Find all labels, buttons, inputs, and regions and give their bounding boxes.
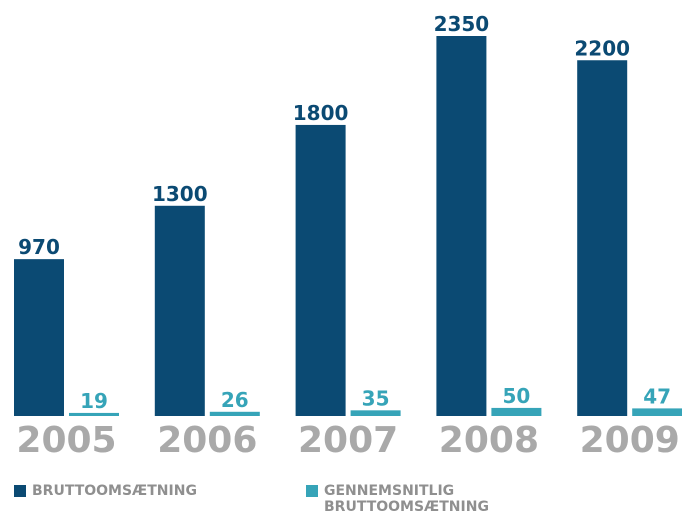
legend-item: GENNEMSNITLIG BRUTTOOMSÆTNING bbox=[306, 483, 506, 515]
bar bbox=[14, 259, 64, 416]
x-tick-label: 2009 bbox=[580, 420, 680, 461]
bar bbox=[295, 124, 346, 417]
bar bbox=[436, 36, 487, 416]
legend-swatch bbox=[14, 485, 26, 497]
bar bbox=[69, 412, 119, 416]
value-label: 1800 bbox=[293, 101, 349, 125]
bar bbox=[350, 410, 401, 416]
value-label: 35 bbox=[362, 386, 390, 410]
legend-swatch bbox=[306, 485, 318, 497]
legend-item: BRUTTOOMSÆTNING bbox=[14, 483, 294, 499]
x-tick-label: 2006 bbox=[157, 420, 257, 461]
x-tick-label: 2008 bbox=[439, 420, 539, 461]
bar bbox=[154, 205, 205, 416]
x-tick-label: 2007 bbox=[298, 420, 398, 461]
bar bbox=[577, 60, 628, 417]
x-tick-label: 2005 bbox=[16, 420, 116, 461]
value-label: 970 bbox=[18, 235, 60, 259]
value-label: 1300 bbox=[152, 182, 208, 206]
legend-label: BRUTTOOMSÆTNING bbox=[32, 483, 197, 499]
value-label: 47 bbox=[643, 384, 671, 408]
plot: 970 19 2005 1300 26 2006 1800 35 2007 2350 50 2008 2… bbox=[14, 12, 682, 461]
legend-label: GENNEMSNITLIG BRUTTOOMSÆTNING bbox=[324, 483, 489, 515]
value-label: 2200 bbox=[574, 36, 630, 60]
value-label: 26 bbox=[221, 388, 249, 412]
bar bbox=[491, 407, 542, 416]
value-label: 2350 bbox=[434, 12, 490, 36]
bar bbox=[209, 411, 260, 416]
value-label: 50 bbox=[502, 384, 530, 408]
bar bbox=[632, 408, 682, 416]
value-label: 19 bbox=[80, 389, 108, 413]
